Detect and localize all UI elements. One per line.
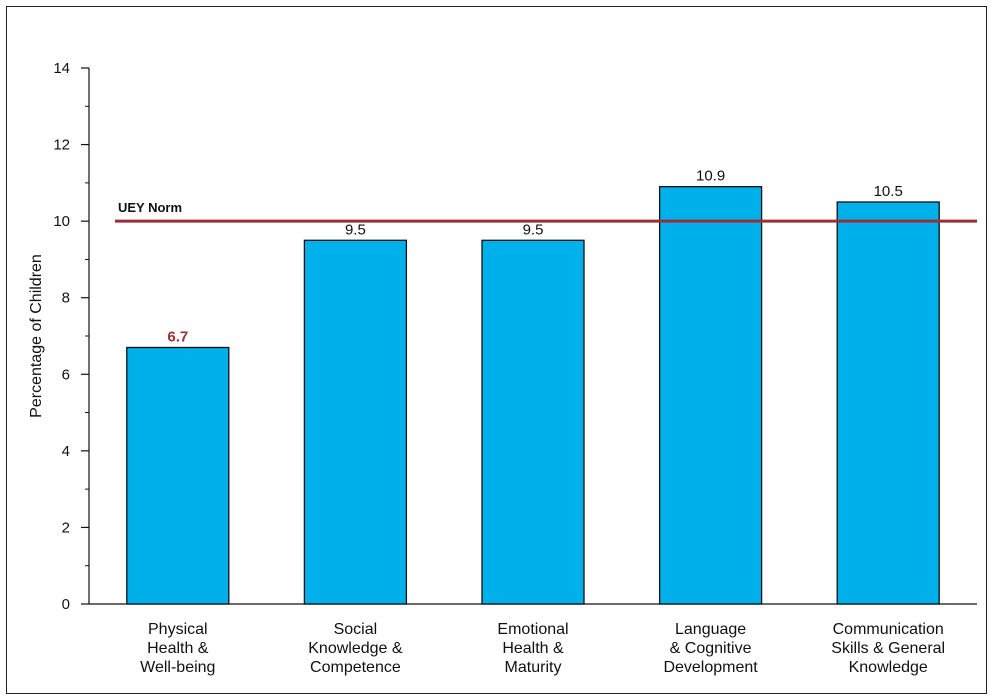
y-tick-label: 0 [62,596,70,613]
bar-value-label: 10.5 [874,183,903,200]
y-tick-label: 10 [53,213,70,230]
uey-norm-label: UEY Norm [118,200,182,215]
y-tick-label: 14 [53,60,70,77]
y-tick-label: 8 [62,290,70,307]
x-tick-label: Language & Cognitive Development [663,621,758,676]
x-tick-label: Emotional Health & Maturity [497,621,568,676]
bars [126,186,940,605]
x-tick-label: Social Knowledge & Competence [308,621,403,676]
y-ticks: 0 2 4 6 8 10 12 14 [53,60,89,613]
value-labels: 6.7 9.5 9.5 10.9 10.5 [167,168,902,346]
y-tick-label: 6 [62,366,70,383]
x-tick-label: Physical Health & Well-being [140,621,215,676]
bar-value-label: 10.9 [696,168,725,185]
x-tick-label: Communication Skills & General Knowledge [831,621,945,676]
y-tick-label: 4 [62,443,70,460]
bar [126,346,230,605]
bar-value-label: 6.7 [167,328,188,345]
bar [836,201,940,605]
bar-value-label: 9.5 [523,221,544,238]
y-tick-label: 12 [53,137,70,154]
x-tick-labels: Physical Health & Well-being Social Knowledg… [140,621,945,676]
chart-frame [6,6,987,694]
bar [481,239,585,605]
y-tick-label: 2 [62,519,70,536]
bar-value-label: 9.5 [345,221,366,238]
y-axis-label: Percentage of Children [28,254,45,418]
bar [658,186,763,605]
bar [303,239,408,605]
reference-line-group: UEY Norm [115,200,977,223]
